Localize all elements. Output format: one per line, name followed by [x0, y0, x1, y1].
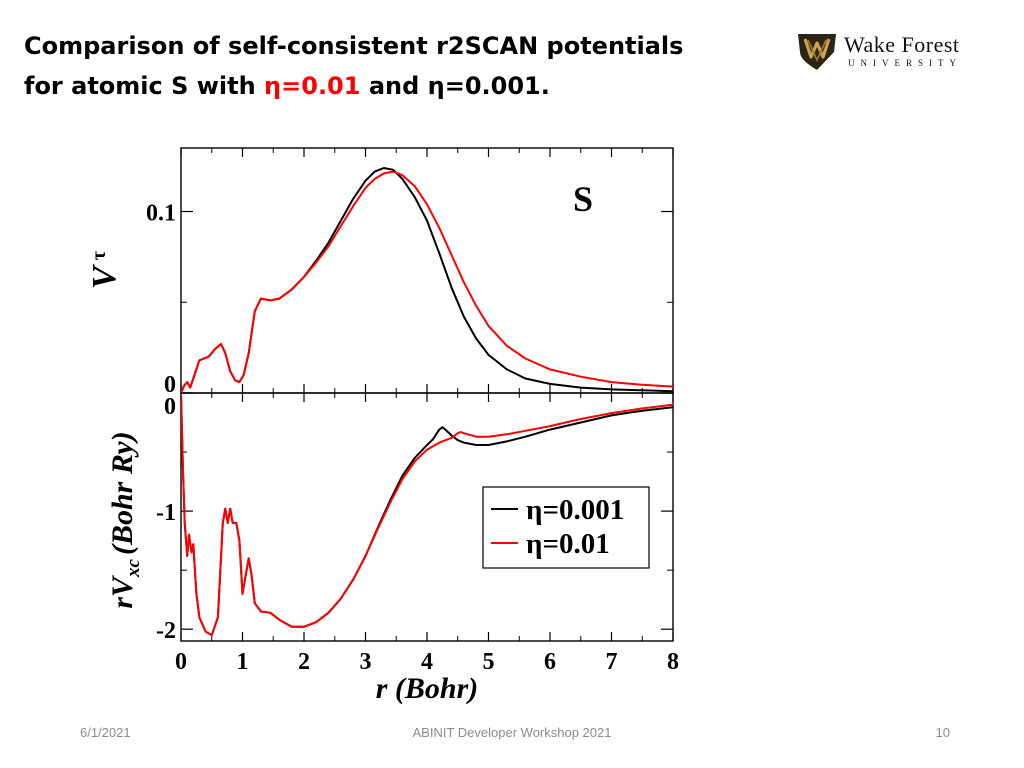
x-tick-label: 6 — [544, 649, 556, 675]
bottom-series-line — [181, 393, 673, 637]
bottom-y-axis-label-main: rV — [106, 574, 139, 609]
bottom-y-axis-label-sub: xc — [123, 558, 144, 578]
bottom-y-axis-label: rVxc (Bohr Ry) — [106, 431, 144, 608]
x-tick-label: 7 — [606, 649, 618, 675]
bottom-panel: 0 -1 -2 — [156, 392, 674, 644]
top-y-tick-label: 0.1 — [146, 201, 176, 227]
legend-box — [482, 486, 650, 569]
title-eta-black: η=0.001. — [427, 72, 550, 100]
x-tick-label: 0 — [175, 649, 187, 675]
top-series-line — [181, 170, 673, 393]
x-axis-label: r (Bohr) — [376, 672, 479, 705]
logo-shield-icon — [798, 34, 836, 70]
title-line-2-prefix: for atomic S with — [24, 72, 265, 100]
top-series-line — [181, 167, 673, 393]
element-annotation: S — [573, 179, 593, 219]
x-tick-label: 3 — [360, 649, 372, 675]
footer-page-number: 10 — [935, 725, 950, 740]
title-line-2-mid: and — [360, 72, 428, 100]
x-tick-label: 1 — [237, 649, 249, 675]
bottom-y-tick-label: 0 — [164, 394, 176, 420]
logo-subtext: UNIVERSITY — [848, 58, 962, 68]
footer-title: ABINIT Developer Workshop 2021 — [412, 725, 612, 740]
bottom-y-tick-label: -1 — [156, 500, 176, 526]
slide-title: Comparison of self-consistent r2SCAN pot… — [24, 26, 744, 106]
legend-label: η=0.01 — [526, 528, 610, 560]
top-plot-frame — [180, 147, 674, 394]
top-y-tick-label: 0 — [164, 372, 176, 398]
title-eta-red: η=0.01 — [264, 72, 361, 100]
legend-label: η=0.001 — [526, 494, 624, 526]
x-tick-label: 4 — [421, 649, 433, 675]
wake-forest-logo: Wake Forest UNIVERSITY — [796, 30, 1001, 72]
footer-date: 6/1/2021 — [80, 725, 131, 740]
x-tick-label: 5 — [483, 649, 495, 675]
x-tick-label: 2 — [298, 649, 310, 675]
title-line-2: for atomic S with η=0.01 and η=0.001. — [24, 66, 744, 106]
logo-text: Wake Forest — [844, 32, 960, 57]
top-y-axis-label: Vτ — [86, 251, 123, 289]
title-line-1: Comparison of self-consistent r2SCAN pot… — [24, 32, 684, 60]
top-y-axis-label-main: V — [86, 264, 123, 289]
bottom-y-tick-label: -2 — [156, 618, 176, 644]
bottom-y-axis-label-units: (Bohr Ry) — [106, 431, 139, 555]
chart-labels: S Vτ rVxc (Bohr Ry) 0 1 2 3 4 5 6 7 8 r (Bohr) — [86, 179, 679, 705]
top-panel: 00.1 — [146, 147, 674, 398]
top-y-axis-label-sub: τ — [88, 251, 110, 260]
x-tick-label: 8 — [667, 649, 679, 675]
